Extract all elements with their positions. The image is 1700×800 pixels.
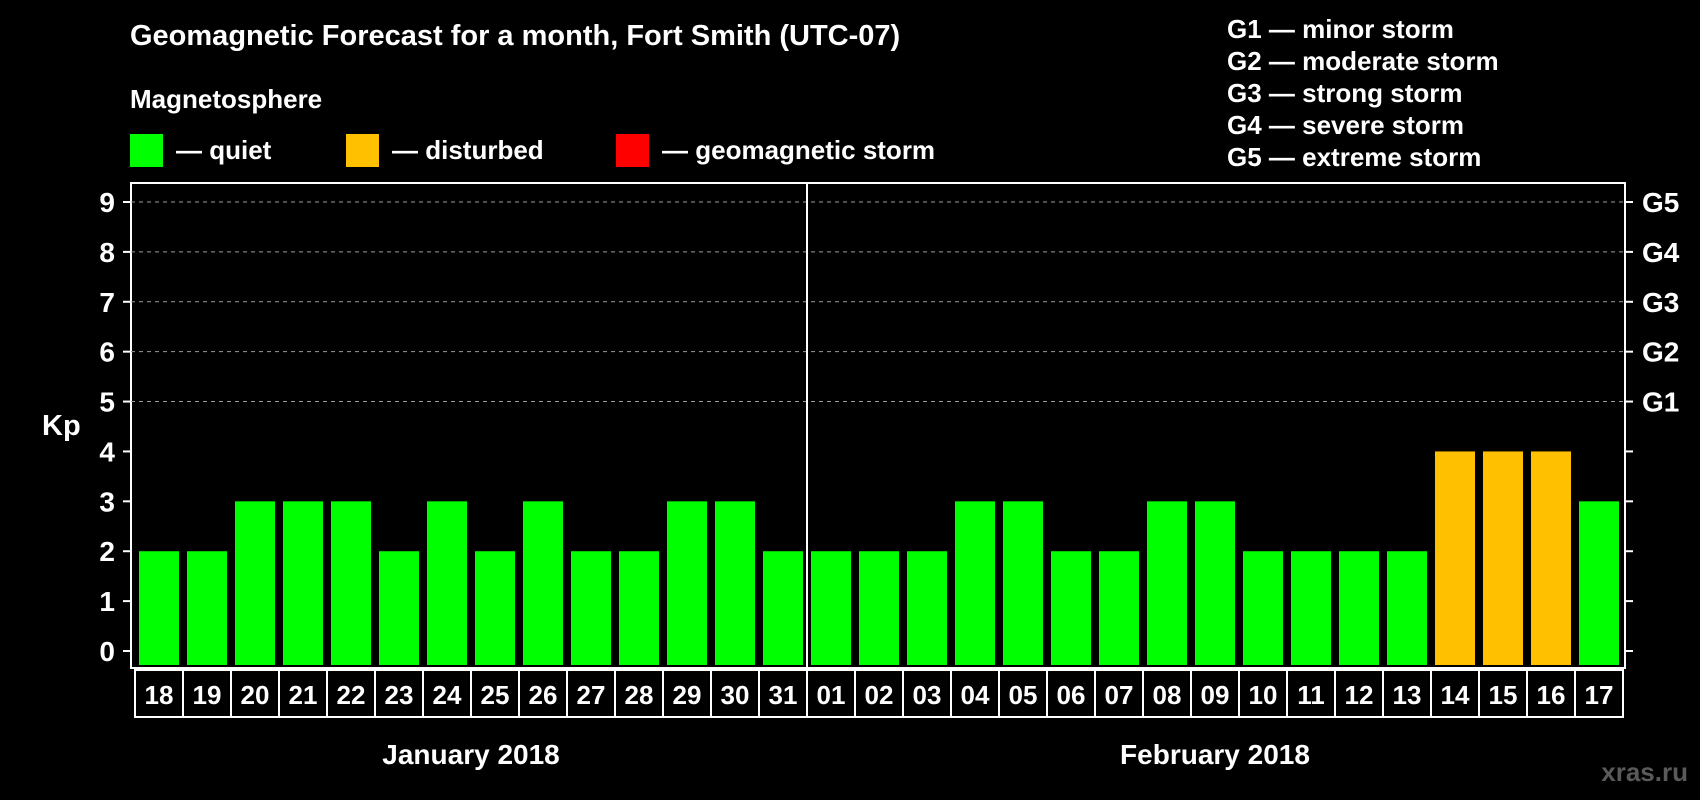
month-label-1: February 2018	[1120, 739, 1310, 770]
g-level-label-g1: G1	[1642, 387, 1679, 418]
g-level-label-g4: G4	[1642, 237, 1680, 268]
bar-19	[187, 551, 227, 665]
y-tick-label-6: 6	[99, 337, 115, 368]
x-tick-label-05: 05	[1009, 680, 1038, 710]
legend-label-storm: — geomagnetic storm	[662, 135, 936, 165]
x-tick-label-16: 16	[1537, 680, 1566, 710]
x-tick-label-03: 03	[913, 680, 942, 710]
legend-swatch-disturbed	[346, 134, 379, 167]
y-tick-label-8: 8	[99, 237, 115, 268]
bar-02	[859, 551, 899, 665]
bar-27	[571, 551, 611, 665]
x-tick-label-01: 01	[817, 680, 846, 710]
storm-scale-g3: G3 — strong storm	[1227, 78, 1463, 108]
bar-13	[1387, 551, 1427, 665]
x-tick-label-23: 23	[385, 680, 414, 710]
x-tick-label-11: 11	[1297, 680, 1325, 710]
chart-title: Geomagnetic Forecast for a month, Fort S…	[130, 20, 901, 52]
x-tick-label-31: 31	[769, 680, 798, 710]
x-tick-label-15: 15	[1489, 680, 1518, 710]
x-tick-label-14: 14	[1441, 680, 1470, 710]
bar-24	[427, 501, 467, 665]
x-tick-label-04: 04	[961, 680, 990, 710]
x-tick-label-24: 24	[433, 680, 462, 710]
bar-21	[283, 501, 323, 665]
x-tick-label-13: 13	[1393, 680, 1422, 710]
x-tick-label-30: 30	[721, 680, 750, 710]
bar-23	[379, 551, 419, 665]
day-label-frame	[134, 669, 1624, 718]
x-tick-label-02: 02	[865, 680, 894, 710]
bar-31	[763, 551, 803, 665]
bar-25	[475, 551, 515, 665]
bar-07	[1099, 551, 1139, 665]
bar-03	[907, 551, 947, 665]
y-tick-label-2: 2	[99, 536, 115, 567]
g-level-label-g3: G3	[1642, 287, 1679, 318]
legend-label-disturbed: — disturbed	[392, 135, 544, 165]
bar-17	[1579, 501, 1619, 665]
bar-18	[139, 551, 179, 665]
y-tick-label-4: 4	[99, 436, 115, 467]
x-tick-label-21: 21	[289, 680, 318, 710]
bar-04	[955, 501, 995, 665]
x-tick-label-29: 29	[673, 680, 702, 710]
bar-05	[1003, 501, 1043, 665]
y-tick-label-0: 0	[99, 636, 115, 667]
month-label-0: January 2018	[382, 739, 559, 770]
x-tick-label-18: 18	[145, 680, 174, 710]
x-tick-label-19: 19	[193, 680, 222, 710]
y-tick-label-5: 5	[99, 387, 115, 418]
legend-swatch-quiet	[130, 134, 163, 167]
y-tick-label-9: 9	[99, 187, 115, 218]
bar-30	[715, 501, 755, 665]
bar-01	[811, 551, 851, 665]
bar-29	[667, 501, 707, 665]
x-tick-label-10: 10	[1249, 680, 1278, 710]
bar-20	[235, 501, 275, 665]
bar-09	[1195, 501, 1235, 665]
bar-22	[331, 501, 371, 665]
x-tick-label-07: 07	[1105, 680, 1134, 710]
bar-11	[1291, 551, 1331, 665]
x-tick-label-28: 28	[625, 680, 654, 710]
storm-scale-g1: G1 — minor storm	[1227, 14, 1454, 44]
x-tick-label-25: 25	[481, 680, 510, 710]
storm-scale-g4: G4 — severe storm	[1227, 110, 1465, 140]
bar-12	[1339, 551, 1379, 665]
y-axis-label: Kp	[42, 410, 81, 442]
x-tick-label-17: 17	[1585, 680, 1614, 710]
x-tick-label-22: 22	[337, 680, 366, 710]
bar-15	[1483, 451, 1523, 665]
bar-28	[619, 551, 659, 665]
bar-06	[1051, 551, 1091, 665]
x-tick-label-06: 06	[1057, 680, 1086, 710]
x-tick-label-20: 20	[241, 680, 270, 710]
bar-16	[1531, 451, 1571, 665]
g-level-label-g2: G2	[1642, 337, 1679, 368]
legend-heading: Magnetosphere	[130, 84, 323, 114]
y-tick-label-1: 1	[99, 586, 115, 617]
plot-frame	[130, 182, 1626, 669]
bar-26	[523, 501, 563, 665]
x-tick-label-12: 12	[1345, 680, 1374, 710]
x-tick-label-08: 08	[1153, 680, 1182, 710]
g-level-label-g5: G5	[1642, 187, 1679, 218]
y-tick-label-3: 3	[99, 486, 115, 517]
storm-scale-g2: G2 — moderate storm	[1227, 46, 1499, 76]
watermark: xras.ru	[1601, 757, 1688, 787]
legend-swatch-storm	[616, 134, 649, 167]
bar-14	[1435, 451, 1475, 665]
x-tick-label-26: 26	[529, 680, 558, 710]
bar-08	[1147, 501, 1187, 665]
x-tick-label-09: 09	[1201, 680, 1230, 710]
storm-scale-g5: G5 — extreme storm	[1227, 142, 1482, 172]
x-tick-label-27: 27	[577, 680, 606, 710]
bar-10	[1243, 551, 1283, 665]
legend-label-quiet: — quiet	[176, 135, 272, 165]
y-tick-label-7: 7	[99, 287, 115, 318]
